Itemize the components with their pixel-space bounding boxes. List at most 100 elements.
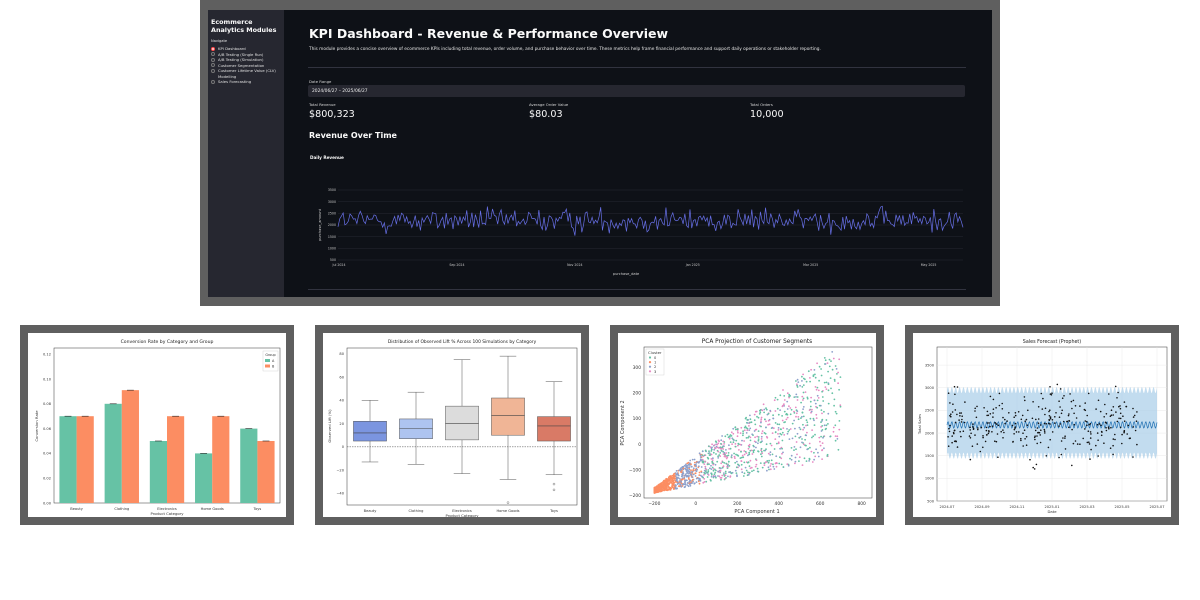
data-point — [757, 430, 760, 432]
nav-option[interactable]: Customer Segmentation — [211, 63, 281, 69]
nav-option[interactable]: A/B Testing (Single Run) — [211, 52, 281, 58]
data-point — [756, 435, 759, 438]
data-point — [836, 373, 838, 375]
data-point — [727, 460, 730, 463]
data-point — [757, 416, 760, 419]
data-point — [801, 438, 803, 440]
data-point — [788, 429, 791, 431]
data-point — [786, 416, 789, 419]
observed-point — [1055, 412, 1057, 414]
observed-point — [1058, 416, 1061, 418]
data-point — [681, 475, 684, 477]
data-point — [779, 447, 781, 450]
data-point — [702, 455, 705, 458]
bar — [167, 416, 185, 503]
data-point — [831, 351, 834, 353]
observed-point — [995, 407, 997, 409]
data-point — [747, 422, 749, 424]
data-point — [829, 377, 832, 379]
legend-entry: B — [272, 364, 275, 368]
data-point — [742, 456, 744, 459]
date-range-input[interactable]: 2024/06/27 – 2025/06/27 — [308, 85, 965, 97]
observed-point — [982, 435, 984, 437]
observed-point — [1048, 422, 1050, 425]
data-point — [684, 467, 687, 470]
nav-option[interactable]: A/B Testing (Simulation) — [211, 57, 281, 63]
data-point — [826, 362, 829, 364]
observed-point — [953, 385, 956, 388]
data-point — [738, 464, 741, 467]
data-point — [822, 400, 825, 402]
data-point — [682, 467, 685, 470]
observed-point — [972, 428, 975, 430]
data-point — [791, 422, 794, 425]
data-point — [769, 409, 772, 412]
x-tick-label: 2025-03 — [1079, 505, 1094, 509]
x-tick-label: Clothing — [114, 507, 129, 511]
streamlit-app: Ecommerce Analytics Modules Navigate KPI… — [208, 10, 992, 297]
data-point — [811, 429, 813, 431]
observed-point — [1103, 442, 1105, 444]
data-point — [821, 429, 824, 431]
observed-point — [977, 428, 979, 431]
radio-button-icon[interactable] — [211, 57, 215, 62]
data-point — [790, 447, 793, 449]
data-point — [749, 421, 751, 424]
nav-option[interactable]: KPI Dashboard — [211, 46, 281, 52]
observed-point — [1112, 438, 1115, 440]
radio-button-icon[interactable] — [211, 52, 215, 57]
data-point — [814, 376, 817, 379]
observed-point — [1132, 456, 1134, 458]
observed-point — [1095, 444, 1097, 447]
data-point — [717, 455, 719, 458]
observed-point — [988, 430, 990, 432]
data-point — [834, 424, 837, 427]
data-point — [750, 466, 753, 469]
data-point — [809, 377, 811, 379]
data-point — [746, 419, 749, 421]
observed-point — [1107, 426, 1110, 428]
radio-button-icon[interactable] — [211, 46, 215, 51]
data-point — [681, 478, 684, 481]
data-point — [726, 464, 729, 467]
data-point — [810, 410, 813, 413]
data-point — [811, 436, 813, 439]
observed-point — [1119, 407, 1122, 410]
nav-option[interactable]: Customer Lifetime Value (CLV) Modelling — [211, 68, 281, 79]
data-point — [695, 470, 698, 473]
observed-point — [953, 432, 955, 435]
data-point — [723, 473, 725, 476]
observed-point — [1037, 422, 1040, 424]
data-point — [796, 396, 799, 398]
y-tick-label: 2500 — [328, 212, 336, 216]
nav-option[interactable]: Sales Forecasting — [211, 79, 281, 85]
data-point — [812, 375, 815, 378]
observed-point — [1132, 416, 1135, 418]
data-point — [683, 477, 686, 480]
data-point — [799, 384, 801, 387]
radio-button-icon[interactable] — [211, 68, 215, 73]
data-point — [749, 414, 751, 417]
data-point — [771, 426, 774, 429]
observed-points — [947, 383, 1138, 470]
data-point — [740, 460, 743, 462]
observed-point — [1109, 447, 1112, 449]
data-point — [771, 432, 774, 434]
daily-revenue-chart[interactable]: 500 1000 1500 2000 2500 3000 3500 Jul 2024 Sep 2… — [308, 160, 968, 282]
radio-button-icon[interactable] — [211, 63, 215, 68]
data-point — [765, 420, 767, 423]
observed-point — [1084, 428, 1086, 430]
data-point — [720, 467, 722, 470]
data-point — [710, 448, 713, 451]
data-point — [727, 452, 730, 454]
y-axis-label: PCA Component 2 — [620, 400, 626, 445]
data-point — [783, 403, 785, 406]
data-point — [761, 430, 764, 432]
observed-point — [1064, 435, 1066, 437]
data-point — [725, 449, 727, 451]
observed-point — [1020, 437, 1022, 440]
data-point — [686, 479, 688, 482]
radio-button-icon[interactable] — [211, 79, 215, 84]
data-point — [692, 473, 695, 476]
nav-option-label: Customer Segmentation — [218, 62, 265, 68]
